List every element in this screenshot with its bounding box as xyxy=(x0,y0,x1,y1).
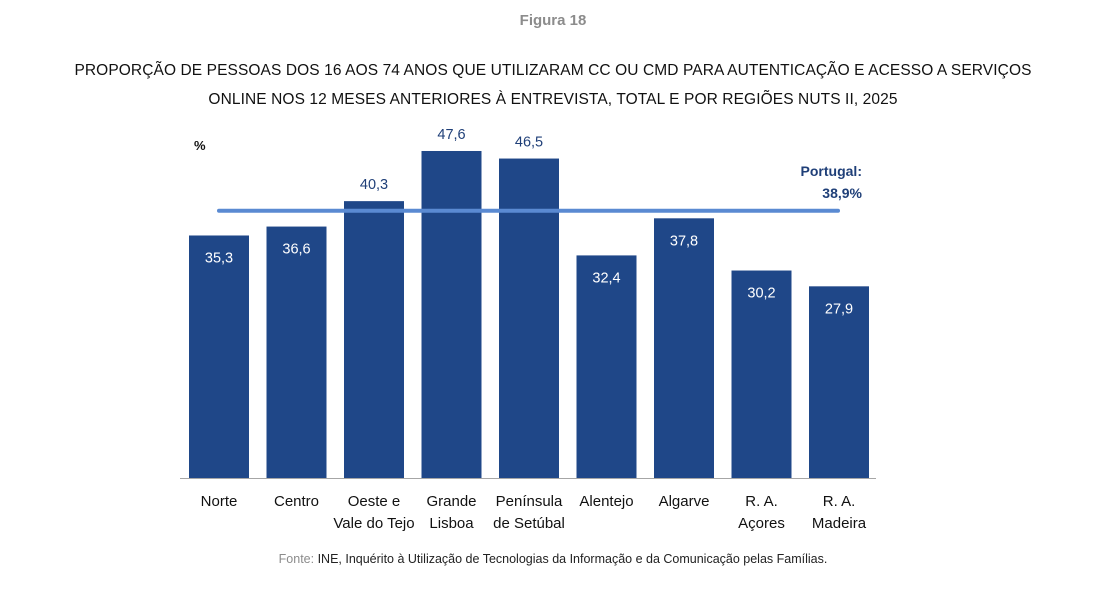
data-label-3: 47,6 xyxy=(437,127,465,143)
bar-0 xyxy=(189,235,249,478)
data-label-8: 27,9 xyxy=(825,301,853,317)
bar-3 xyxy=(421,150,482,478)
reference-name: Portugal: xyxy=(801,163,862,179)
bar-5 xyxy=(576,255,637,478)
y-axis-label: % xyxy=(194,138,206,153)
data-label-6: 37,8 xyxy=(670,233,698,249)
x-tick-label-5: Alentejo xyxy=(579,493,633,510)
chart-title-line-2: ONLINE NOS 12 MESES ANTERIORES À ENTREVI… xyxy=(208,91,898,108)
x-tick-label-1: Centro xyxy=(274,493,319,510)
x-tick-label-6: Algarve xyxy=(659,493,710,510)
data-label-0: 35,3 xyxy=(205,250,233,266)
bar-7 xyxy=(731,270,792,478)
data-label-4: 46,5 xyxy=(515,135,543,151)
data-label-2: 40,3 xyxy=(360,177,388,193)
data-label-7: 30,2 xyxy=(747,286,775,302)
reference-value-label: 38,9% xyxy=(822,185,862,201)
figure-label: Figura 18 xyxy=(519,12,587,29)
bar-6 xyxy=(654,218,714,478)
bar-2 xyxy=(344,201,404,478)
data-label-5: 32,4 xyxy=(592,270,620,286)
chart-title: PROPORÇÃO DE PESSOAS DOS 16 AOS 74 ANOS … xyxy=(0,56,1106,114)
x-tick-label-3: Lisboa xyxy=(429,515,474,532)
x-tick-label-4: de Setúbal xyxy=(493,515,565,532)
x-tick-label-0: Norte xyxy=(201,493,238,510)
bar-4 xyxy=(499,158,559,479)
x-tick-label-2: Vale do Tejo xyxy=(333,515,414,532)
bar-8 xyxy=(809,286,869,478)
x-tick-label-7: Açores xyxy=(738,515,785,532)
x-tick-label-4: Península xyxy=(496,493,563,510)
source-note: Fonte: INE, Inquérito à Utilização de Te… xyxy=(0,552,1106,566)
x-tick-label-8: R. A. xyxy=(823,493,856,510)
x-tick-label-3: Grande xyxy=(426,493,476,510)
source-label: Fonte: xyxy=(278,552,315,566)
x-tick-label-2: Oeste e xyxy=(348,493,401,510)
x-tick-label-7: R. A. xyxy=(745,493,778,510)
bar-1 xyxy=(266,226,327,478)
data-label-1: 36,6 xyxy=(282,242,310,258)
x-tick-label-8: Madeira xyxy=(812,515,867,532)
source-text: INE, Inquérito à Utilização de Tecnologi… xyxy=(314,552,828,566)
chart-title-line-1: PROPORÇÃO DE PESSOAS DOS 16 AOS 74 ANOS … xyxy=(74,62,1032,79)
